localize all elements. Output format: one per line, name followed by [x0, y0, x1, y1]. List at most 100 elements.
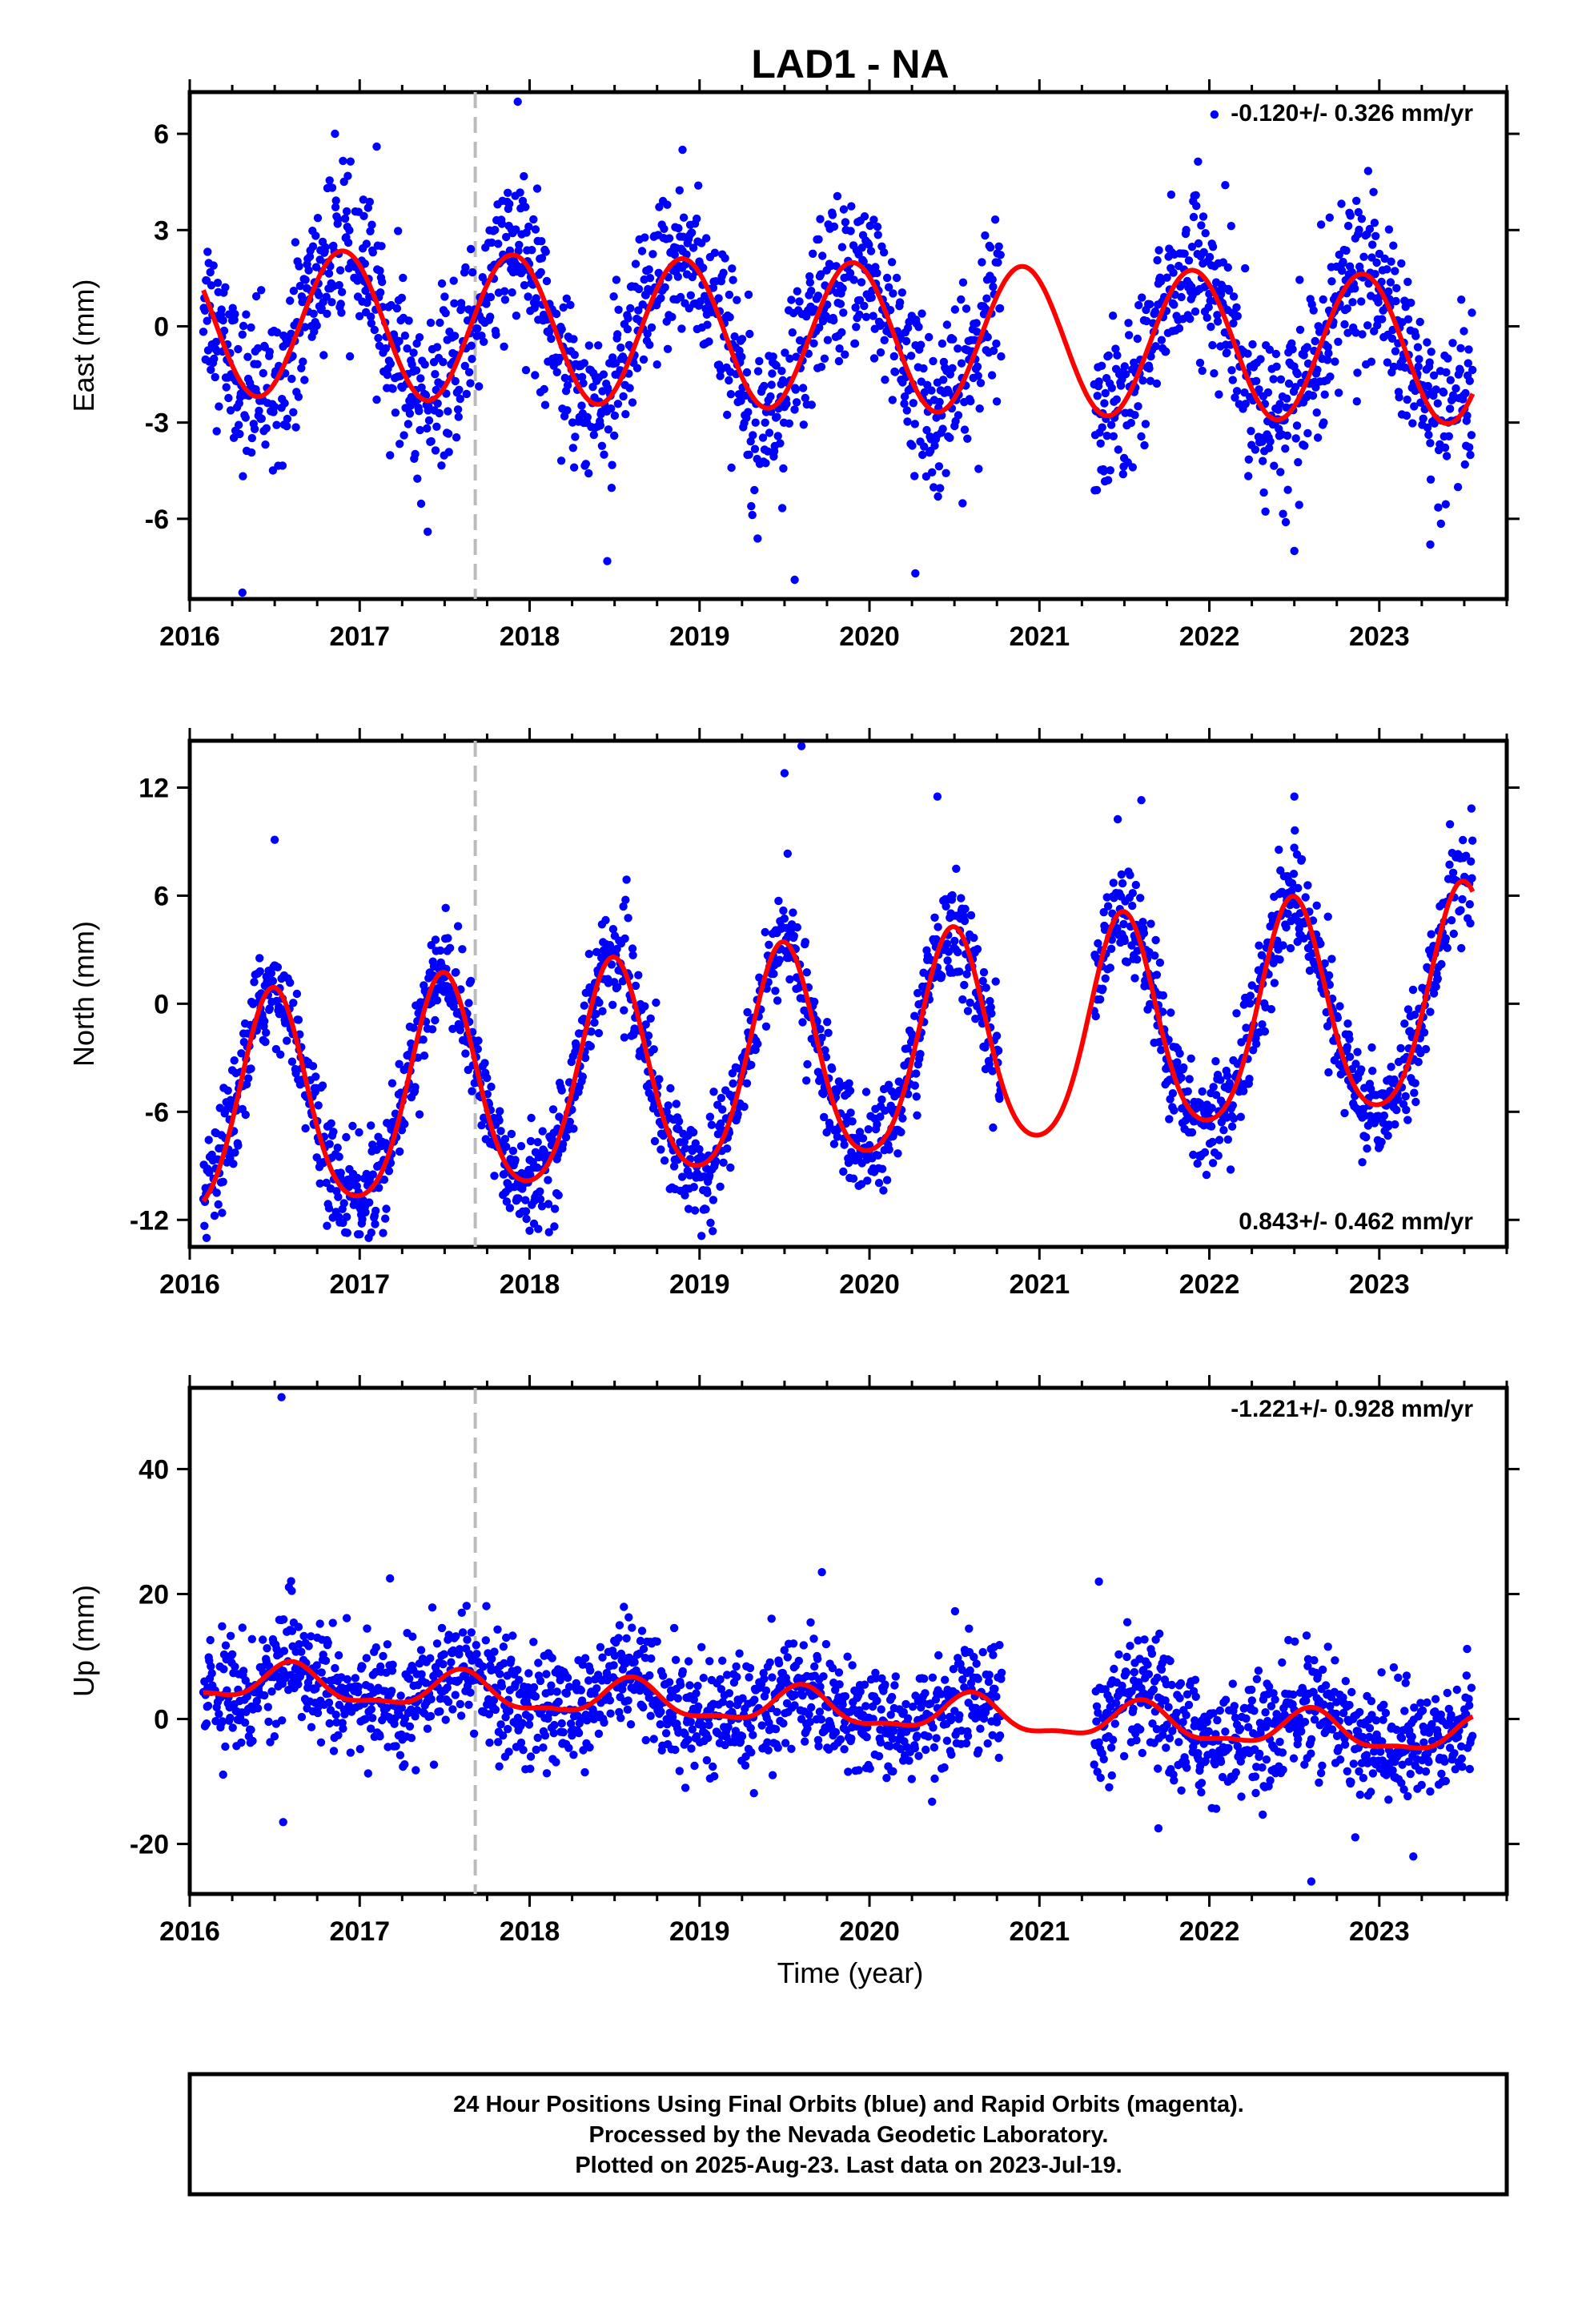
x-tick-label: 2018 — [500, 621, 560, 652]
data-point — [468, 355, 476, 364]
data-point — [1209, 1083, 1218, 1092]
data-point — [869, 215, 878, 224]
data-point — [458, 945, 467, 954]
data-point — [897, 1128, 905, 1137]
data-point — [957, 295, 966, 304]
data-point — [1303, 428, 1312, 438]
data-point — [358, 1662, 367, 1671]
data-point — [688, 1146, 697, 1156]
data-point — [709, 1088, 718, 1096]
data-point — [234, 344, 243, 354]
data-point — [1433, 399, 1443, 408]
data-point — [954, 344, 962, 353]
data-point — [1463, 411, 1472, 420]
data-point — [448, 1705, 457, 1714]
data-point — [1419, 1028, 1429, 1037]
data-point — [486, 312, 495, 321]
data-point — [534, 1659, 543, 1667]
data-point — [537, 1202, 547, 1211]
data-point — [342, 1132, 351, 1142]
data-point — [473, 1044, 482, 1054]
data-point — [363, 1769, 372, 1778]
data-point — [676, 292, 685, 302]
data-point — [1426, 475, 1435, 484]
data-point — [1464, 359, 1473, 368]
data-point — [973, 362, 982, 372]
data-point — [955, 967, 964, 976]
data-point — [265, 348, 274, 356]
data-point — [701, 1204, 710, 1214]
data-point — [291, 238, 300, 247]
data-point — [624, 1696, 632, 1705]
data-point — [499, 1642, 508, 1651]
data-point — [1354, 207, 1363, 217]
data-point — [1292, 421, 1302, 430]
data-point — [1216, 1076, 1225, 1084]
data-point — [1193, 1159, 1202, 1168]
data-point — [283, 1036, 291, 1045]
data-point — [502, 1197, 512, 1206]
data-point — [686, 291, 695, 300]
data-point — [1259, 488, 1268, 497]
data-point — [1408, 419, 1417, 428]
data-point — [725, 312, 734, 322]
data-point — [877, 1164, 887, 1173]
data-point — [228, 1723, 237, 1732]
data-point — [594, 1028, 604, 1038]
data-point — [1142, 316, 1151, 326]
data-point — [604, 425, 613, 434]
data-point — [1467, 804, 1476, 813]
data-point — [1378, 315, 1387, 324]
data-point — [242, 310, 251, 319]
data-point — [1423, 423, 1432, 432]
data-point — [673, 272, 682, 281]
data-point — [325, 1719, 334, 1728]
data-point — [1199, 212, 1208, 221]
data-point — [464, 368, 474, 376]
data-point — [1263, 388, 1273, 397]
x-tick-label: 2021 — [1009, 1916, 1070, 1947]
data-point — [210, 354, 219, 364]
data-point — [470, 1079, 479, 1088]
data-point — [289, 999, 298, 1007]
data-point — [859, 257, 868, 266]
data-point — [1456, 366, 1465, 375]
data-point — [817, 362, 826, 372]
data-point — [1152, 971, 1162, 979]
data-point — [411, 449, 420, 459]
data-point — [1429, 371, 1439, 380]
data-point — [367, 312, 375, 321]
east-plot-frame — [187, 90, 1509, 601]
data-point — [747, 501, 756, 511]
data-point — [1290, 546, 1299, 556]
data-point — [353, 1173, 362, 1183]
data-point — [1113, 814, 1122, 824]
data-point — [221, 283, 230, 292]
data-point — [324, 269, 334, 278]
data-point — [703, 1188, 712, 1197]
data-point — [424, 416, 434, 425]
data-point — [436, 946, 445, 955]
data-point — [744, 408, 753, 416]
data-point — [839, 205, 849, 214]
data-point — [1323, 343, 1332, 352]
data-point — [287, 1057, 297, 1066]
data-point — [792, 352, 801, 361]
data-point — [335, 280, 343, 290]
data-point — [1312, 408, 1321, 417]
y-tick-label: 12 — [139, 773, 169, 803]
data-point — [987, 1009, 996, 1018]
data-point — [526, 1764, 535, 1773]
north-panel: 2016 2017 2018 2019 2020 2021 2022 2023-12-6061… — [67, 728, 1520, 1300]
data-point — [354, 1683, 363, 1691]
data-point — [610, 411, 620, 420]
data-point — [209, 261, 218, 270]
data-point — [467, 341, 476, 350]
data-point — [817, 251, 827, 260]
data-point — [238, 330, 247, 339]
data-point — [782, 400, 791, 408]
data-point — [323, 309, 331, 318]
data-point — [1133, 334, 1142, 344]
data-point — [1108, 312, 1118, 320]
data-point — [719, 1158, 728, 1168]
